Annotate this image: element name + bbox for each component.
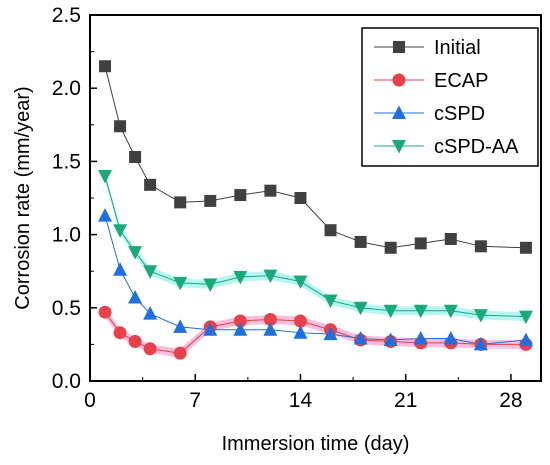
data-point: [113, 326, 127, 340]
data-point: [323, 294, 338, 308]
x-tick-label: 28: [499, 389, 522, 412]
y-tick-label: 1.5: [52, 150, 81, 173]
legend-marker: [392, 140, 406, 154]
data-point: [414, 237, 427, 250]
data-point: [203, 322, 218, 336]
data-point: [264, 184, 277, 197]
data-point: [113, 224, 128, 238]
data-point: [233, 322, 248, 336]
data-point: [354, 235, 367, 248]
data-point: [114, 120, 127, 133]
data-point: [129, 151, 142, 164]
data-point: [383, 304, 398, 319]
legend-label: Initial: [434, 37, 481, 59]
data-point: [263, 322, 278, 336]
x-tick-label: 21: [394, 389, 417, 412]
legend-box: [361, 27, 539, 167]
legend-marker: [392, 73, 406, 87]
data-point: [324, 224, 337, 237]
legend-marker: [392, 105, 406, 119]
error-bands: [105, 171, 526, 358]
series-lines: [104, 66, 527, 354]
series-line: [104, 215, 527, 345]
data-point: [413, 331, 428, 345]
error-band: [105, 171, 526, 321]
x-tick-label: 7: [189, 389, 201, 412]
data-point: [143, 306, 158, 320]
data-point: [173, 276, 188, 291]
data-point: [99, 60, 112, 73]
data-point: [353, 301, 368, 316]
data-point: [293, 314, 307, 328]
data-point: [473, 336, 488, 351]
data-point: [263, 313, 277, 327]
data-point: [173, 346, 187, 360]
data-point: [294, 192, 307, 204]
x-axis-title: Immersion time (day): [222, 433, 410, 455]
y-tick-label: 0.0: [52, 370, 81, 393]
data-point: [98, 305, 112, 319]
y-tick-label: 0.5: [52, 297, 81, 320]
data-point: [234, 189, 247, 202]
data-point: [98, 208, 113, 222]
data-point: [174, 196, 187, 209]
data-point: [113, 262, 128, 276]
data-point: [443, 304, 458, 319]
data-point: [444, 232, 457, 245]
data-point: [233, 271, 248, 285]
legend-label: cSPD: [434, 103, 485, 125]
y-tick-label: 1.0: [52, 224, 81, 247]
series-line: [104, 175, 526, 318]
data-point: [353, 331, 368, 345]
data-point: [323, 326, 338, 341]
data-point: [263, 269, 278, 284]
data-point: [144, 178, 157, 191]
data-point: [204, 194, 217, 207]
data-point: [128, 290, 143, 304]
data-point: [474, 240, 487, 253]
y-axis-ticks: 0.0 0.5 1.0 1.5 2.0 2.5: [52, 4, 97, 393]
y-tick-label: 2.0: [52, 77, 81, 100]
data-point: [98, 170, 113, 184]
data-point: [128, 334, 142, 348]
legend: Initial ECAP cSPD cSPD-AA: [361, 27, 539, 167]
data-point: [143, 342, 157, 356]
data-point: [519, 241, 532, 254]
data-point: [413, 304, 428, 319]
legend-marker: [393, 41, 405, 53]
data-point: [518, 310, 533, 325]
data-point: [128, 246, 143, 260]
x-axis-ticks: 0 7 14 21 28: [84, 374, 523, 412]
series-line: [104, 311, 526, 354]
y-tick-label: 2.5: [52, 4, 81, 27]
data-point: [518, 332, 533, 347]
data-point: [143, 265, 158, 279]
legend-label: cSPD-AA: [434, 136, 519, 158]
data-point: [384, 241, 397, 254]
data-point: [203, 278, 218, 292]
data-point: [383, 332, 398, 347]
y-axis-title: Corrosion rate (mm/year): [12, 86, 34, 309]
data-point: [173, 319, 188, 333]
x-tick-label: 0: [84, 389, 96, 412]
series-markers: [98, 60, 533, 360]
data-point: [443, 331, 458, 345]
series-line: [104, 66, 526, 249]
x-tick-label: 14: [289, 389, 313, 412]
data-point: [233, 314, 247, 328]
data-point: [293, 275, 308, 289]
legend-label: ECAP: [434, 70, 488, 92]
data-point: [293, 325, 308, 339]
data-point: [473, 309, 488, 323]
